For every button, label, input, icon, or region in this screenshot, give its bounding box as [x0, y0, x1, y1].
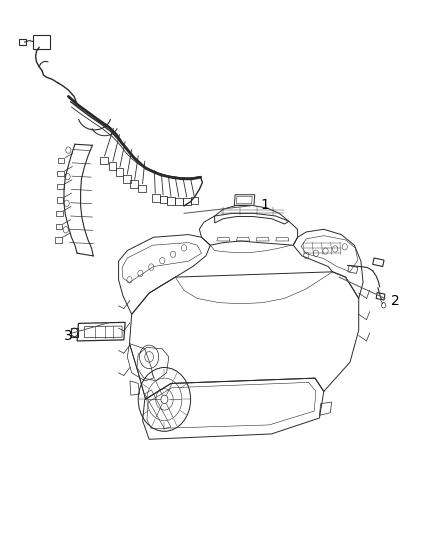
Text: 3: 3 — [64, 329, 73, 343]
Text: 1: 1 — [261, 198, 269, 212]
Text: 2: 2 — [392, 294, 400, 308]
